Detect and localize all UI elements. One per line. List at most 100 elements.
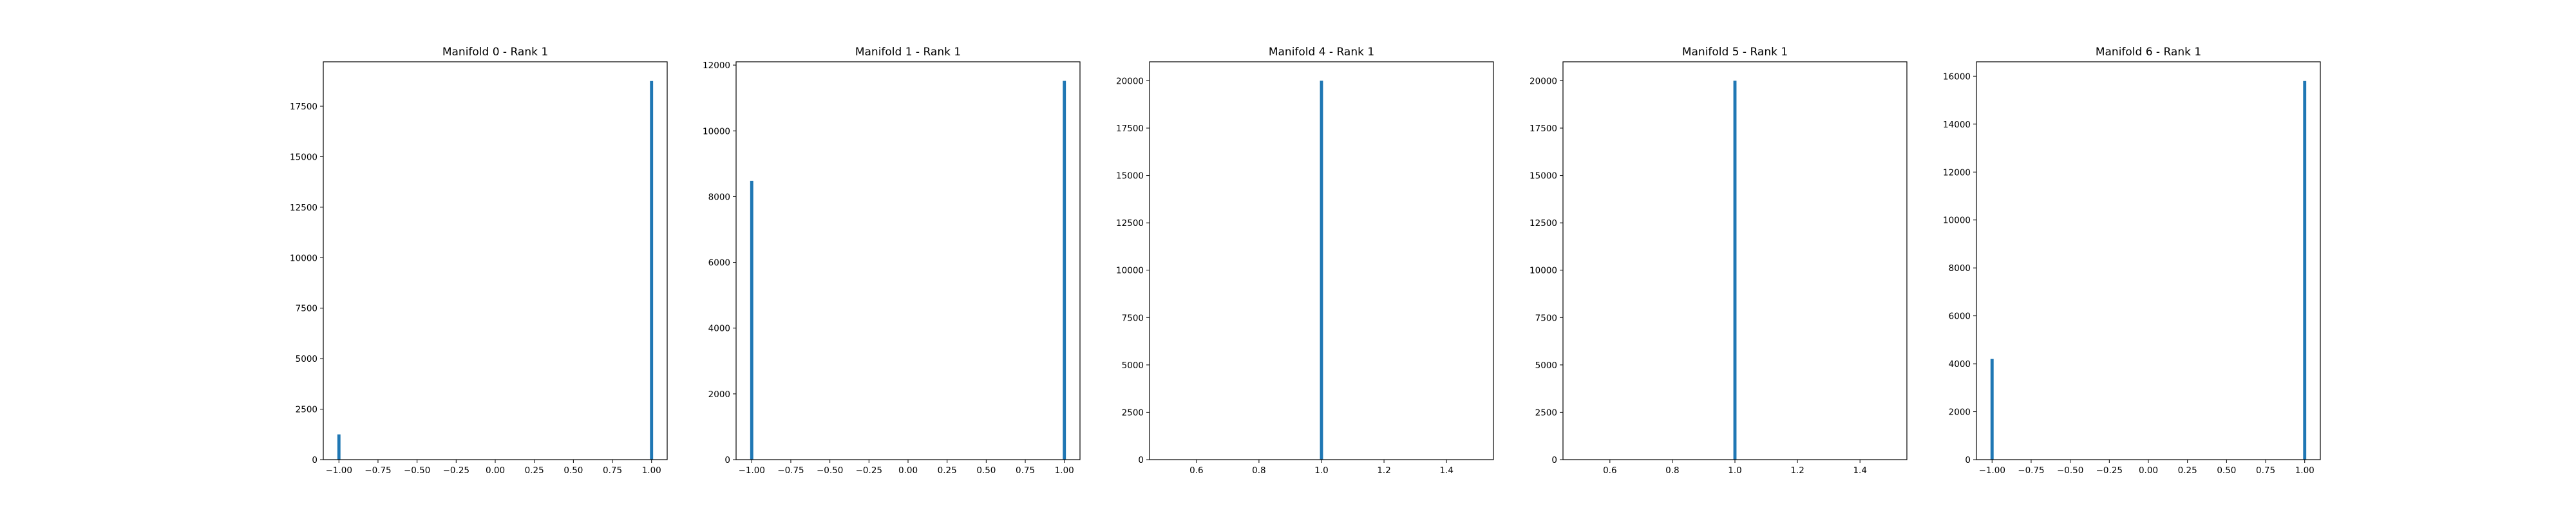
y-tick-label: 8000 [1949, 263, 1971, 274]
y-tick-label: 17500 [1530, 124, 1557, 134]
y-tick-label: 5000 [1122, 360, 1144, 371]
x-tick-label: −1.00 [1979, 465, 2005, 476]
x-tick-label: −0.75 [365, 465, 391, 476]
y-tick-label: 5000 [296, 354, 317, 364]
subplot-3: Manifold 5 - Rank 1 0.6 0.8 1.0 1.2 1.4 0 2500… [1530, 46, 1908, 476]
ticks-group: 0.6 0.8 1.0 1.2 1.4 0 2500 5000 7500 10000 12500 15… [1530, 76, 1867, 476]
histogram-bar-1 [2303, 80, 2307, 460]
y-tick-label: 10000 [1116, 266, 1144, 276]
subplot-1: Manifold 1 - Rank 1 −1.00 −0.75 −0.50 −0.25… [703, 46, 1081, 476]
y-tick-label: 7500 [1122, 313, 1144, 323]
y-tick-label: 0 [1138, 455, 1144, 465]
axes-frame [1149, 61, 1494, 460]
y-tick-label: 4000 [708, 324, 730, 334]
ticks-group: −1.00 −0.75 −0.50 −0.25 0.00 0.25 0.50 0.75 1.00… [290, 102, 661, 476]
y-tick-label: 12000 [1943, 167, 1971, 178]
subplot-title: Manifold 1 - Rank 1 [855, 46, 961, 59]
histogram-bar-0 [337, 434, 341, 460]
x-tick-label: 1.00 [642, 465, 661, 476]
y-tick-label: 6000 [708, 258, 730, 268]
x-tick-label: 1.2 [1790, 465, 1804, 476]
x-tick-label: 1.4 [1439, 465, 1453, 476]
bars-group [1320, 80, 1323, 460]
bars-group [750, 80, 1066, 460]
y-tick-label: 2500 [1535, 407, 1557, 418]
x-tick-label: 1.0 [1314, 465, 1328, 476]
subplot-title: Manifold 0 - Rank 1 [442, 46, 548, 59]
y-tick-label: 15000 [1530, 171, 1557, 182]
x-tick-label: 0.75 [603, 465, 622, 476]
y-tick-label: 14000 [1943, 120, 1971, 130]
x-tick-label: 1.00 [2295, 465, 2315, 476]
x-tick-label: 0.75 [2256, 465, 2275, 476]
x-tick-label: −0.75 [777, 465, 804, 476]
x-tick-label: 0.25 [525, 465, 544, 476]
x-tick-label: 1.0 [1728, 465, 1741, 476]
ticks-group: −1.00 −0.75 −0.50 −0.25 0.00 0.25 0.50 0.75 1.00… [703, 61, 1074, 476]
subplot-title: Manifold 5 - Rank 1 [1682, 46, 1788, 59]
x-tick-label: 0.50 [564, 465, 583, 476]
axes-frame [735, 61, 1081, 460]
x-tick-label: 0.00 [898, 465, 918, 476]
x-tick-label: 0.6 [1189, 465, 1203, 476]
subplot-2: Manifold 4 - Rank 1 0.6 0.8 1.0 1.2 1.4 0 2500… [1116, 46, 1494, 476]
y-tick-label: 20000 [1116, 76, 1144, 86]
y-tick-label: 0 [724, 455, 730, 465]
x-tick-label: 0.25 [2178, 465, 2197, 476]
x-tick-label: −1.00 [326, 465, 352, 476]
x-tick-label: 0.00 [2139, 465, 2158, 476]
y-tick-label: 12500 [290, 203, 317, 213]
axes-frame [1562, 61, 1908, 460]
y-tick-label: 2500 [1122, 407, 1144, 418]
x-tick-label: 1.2 [1377, 465, 1390, 476]
subplot-title: Manifold 6 - Rank 1 [2096, 46, 2201, 59]
y-tick-label: 15000 [290, 152, 317, 162]
x-tick-label: 1.00 [1055, 465, 1074, 476]
y-tick-label: 6000 [1949, 312, 1971, 322]
histogram-bar-0 [1320, 80, 1323, 460]
subplot-4: Manifold 6 - Rank 1 −1.00 −0.75 −0.50 −0.25… [1943, 46, 2321, 476]
ticks-group: 0.6 0.8 1.0 1.2 1.4 0 2500 5000 7500 10000 12500 15… [1116, 76, 1454, 476]
x-tick-label: 0.6 [1603, 465, 1616, 476]
y-tick-label: 15000 [1116, 171, 1144, 182]
histogram-bar-1 [650, 80, 654, 460]
y-tick-label: 10000 [1530, 266, 1557, 276]
x-tick-label: 0.00 [486, 465, 505, 476]
y-tick-label: 2500 [296, 405, 317, 415]
x-tick-label: −0.75 [2018, 465, 2044, 476]
x-tick-label: 0.75 [1016, 465, 1035, 476]
histogram-bar-0 [750, 180, 753, 460]
ticks-group: −1.00 −0.75 −0.50 −0.25 0.00 0.25 0.50 0.75 1.00… [1943, 71, 2315, 476]
y-tick-label: 0 [1551, 455, 1557, 465]
y-tick-label: 8000 [708, 192, 730, 202]
x-tick-label: 0.8 [1252, 465, 1265, 476]
x-tick-label: 1.4 [1853, 465, 1866, 476]
y-tick-label: 7500 [1535, 313, 1557, 323]
x-tick-label: 0.8 [1665, 465, 1679, 476]
y-tick-label: 5000 [1535, 360, 1557, 371]
x-tick-label: 0.50 [2217, 465, 2236, 476]
y-tick-label: 0 [312, 455, 317, 465]
x-tick-label: −0.25 [2096, 465, 2123, 476]
bars-group [1733, 80, 1737, 460]
x-tick-label: 0.25 [938, 465, 957, 476]
y-tick-label: 17500 [290, 102, 317, 112]
subplot-0: Manifold 0 - Rank 1 −1.00 −0.75 −0.50 −0.25… [290, 46, 668, 476]
y-tick-label: 2000 [708, 389, 730, 400]
y-tick-label: 10000 [703, 126, 730, 136]
y-tick-label: 2000 [1949, 407, 1971, 418]
bars-group [337, 80, 654, 460]
y-tick-label: 12000 [703, 61, 730, 71]
y-tick-label: 16000 [1943, 71, 1971, 82]
x-tick-label: −0.50 [2057, 465, 2083, 476]
y-tick-label: 12500 [1530, 218, 1557, 229]
axes-frame [1976, 61, 2321, 460]
histogram-bar-0 [1733, 80, 1737, 460]
y-tick-label: 20000 [1530, 76, 1557, 86]
y-tick-label: 10000 [290, 253, 317, 263]
x-tick-label: −0.25 [856, 465, 882, 476]
histogram-bar-0 [1990, 359, 1994, 460]
y-tick-label: 17500 [1116, 124, 1144, 134]
x-tick-label: −0.50 [404, 465, 430, 476]
